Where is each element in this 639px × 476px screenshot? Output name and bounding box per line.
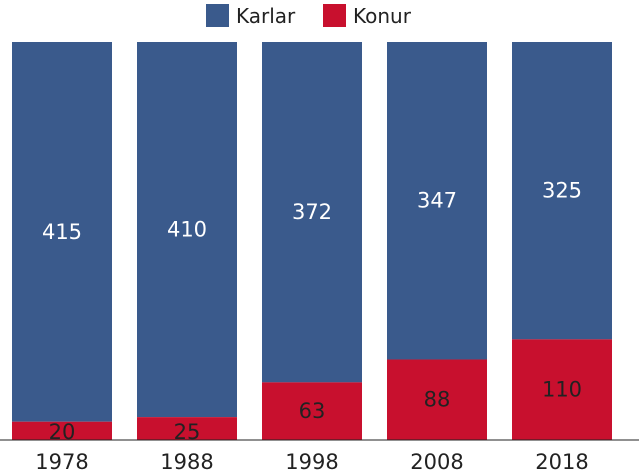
x-tick-label-2008: 2008 (410, 450, 463, 474)
value-label-konur-2008: 88 (424, 388, 451, 412)
bar-karlar-1978 (12, 42, 112, 422)
bar-konur-1998 (262, 382, 362, 440)
bar-karlar-1988 (137, 42, 237, 418)
value-label-konur-2018: 110 (542, 378, 582, 402)
x-tick-label-2018: 2018 (535, 450, 588, 474)
value-label-karlar-1978: 415 (42, 220, 82, 244)
x-tick-label-1988: 1988 (160, 450, 213, 474)
value-label-karlar-2018: 325 (542, 179, 582, 203)
bar-konur-1978 (12, 421, 112, 440)
value-label-karlar-1988: 410 (167, 218, 207, 242)
value-label-karlar-2008: 347 (417, 189, 457, 213)
x-axis-ticks: 1978 1988 1998 2008 2018 (35, 450, 588, 474)
bar-karlar-1998 (262, 42, 362, 383)
value-label-konur-1998: 63 (299, 399, 326, 423)
bar-konur-1988 (137, 417, 237, 440)
legend: Karlar Konur (206, 4, 412, 28)
bar-karlar-2018 (512, 42, 612, 340)
value-label-karlar-1998: 372 (292, 200, 332, 224)
x-tick-label-1998: 1998 (285, 450, 338, 474)
x-tick-label-1978: 1978 (35, 450, 88, 474)
bar-konur-2018 (512, 339, 612, 440)
legend-label-karlar: Karlar (236, 4, 296, 28)
legend-swatch-karlar (206, 4, 229, 27)
legend-swatch-konur (323, 4, 346, 27)
bar-konur-2008 (387, 359, 487, 440)
legend-label-konur: Konur (353, 4, 412, 28)
bar-karlar-2008 (387, 42, 487, 360)
